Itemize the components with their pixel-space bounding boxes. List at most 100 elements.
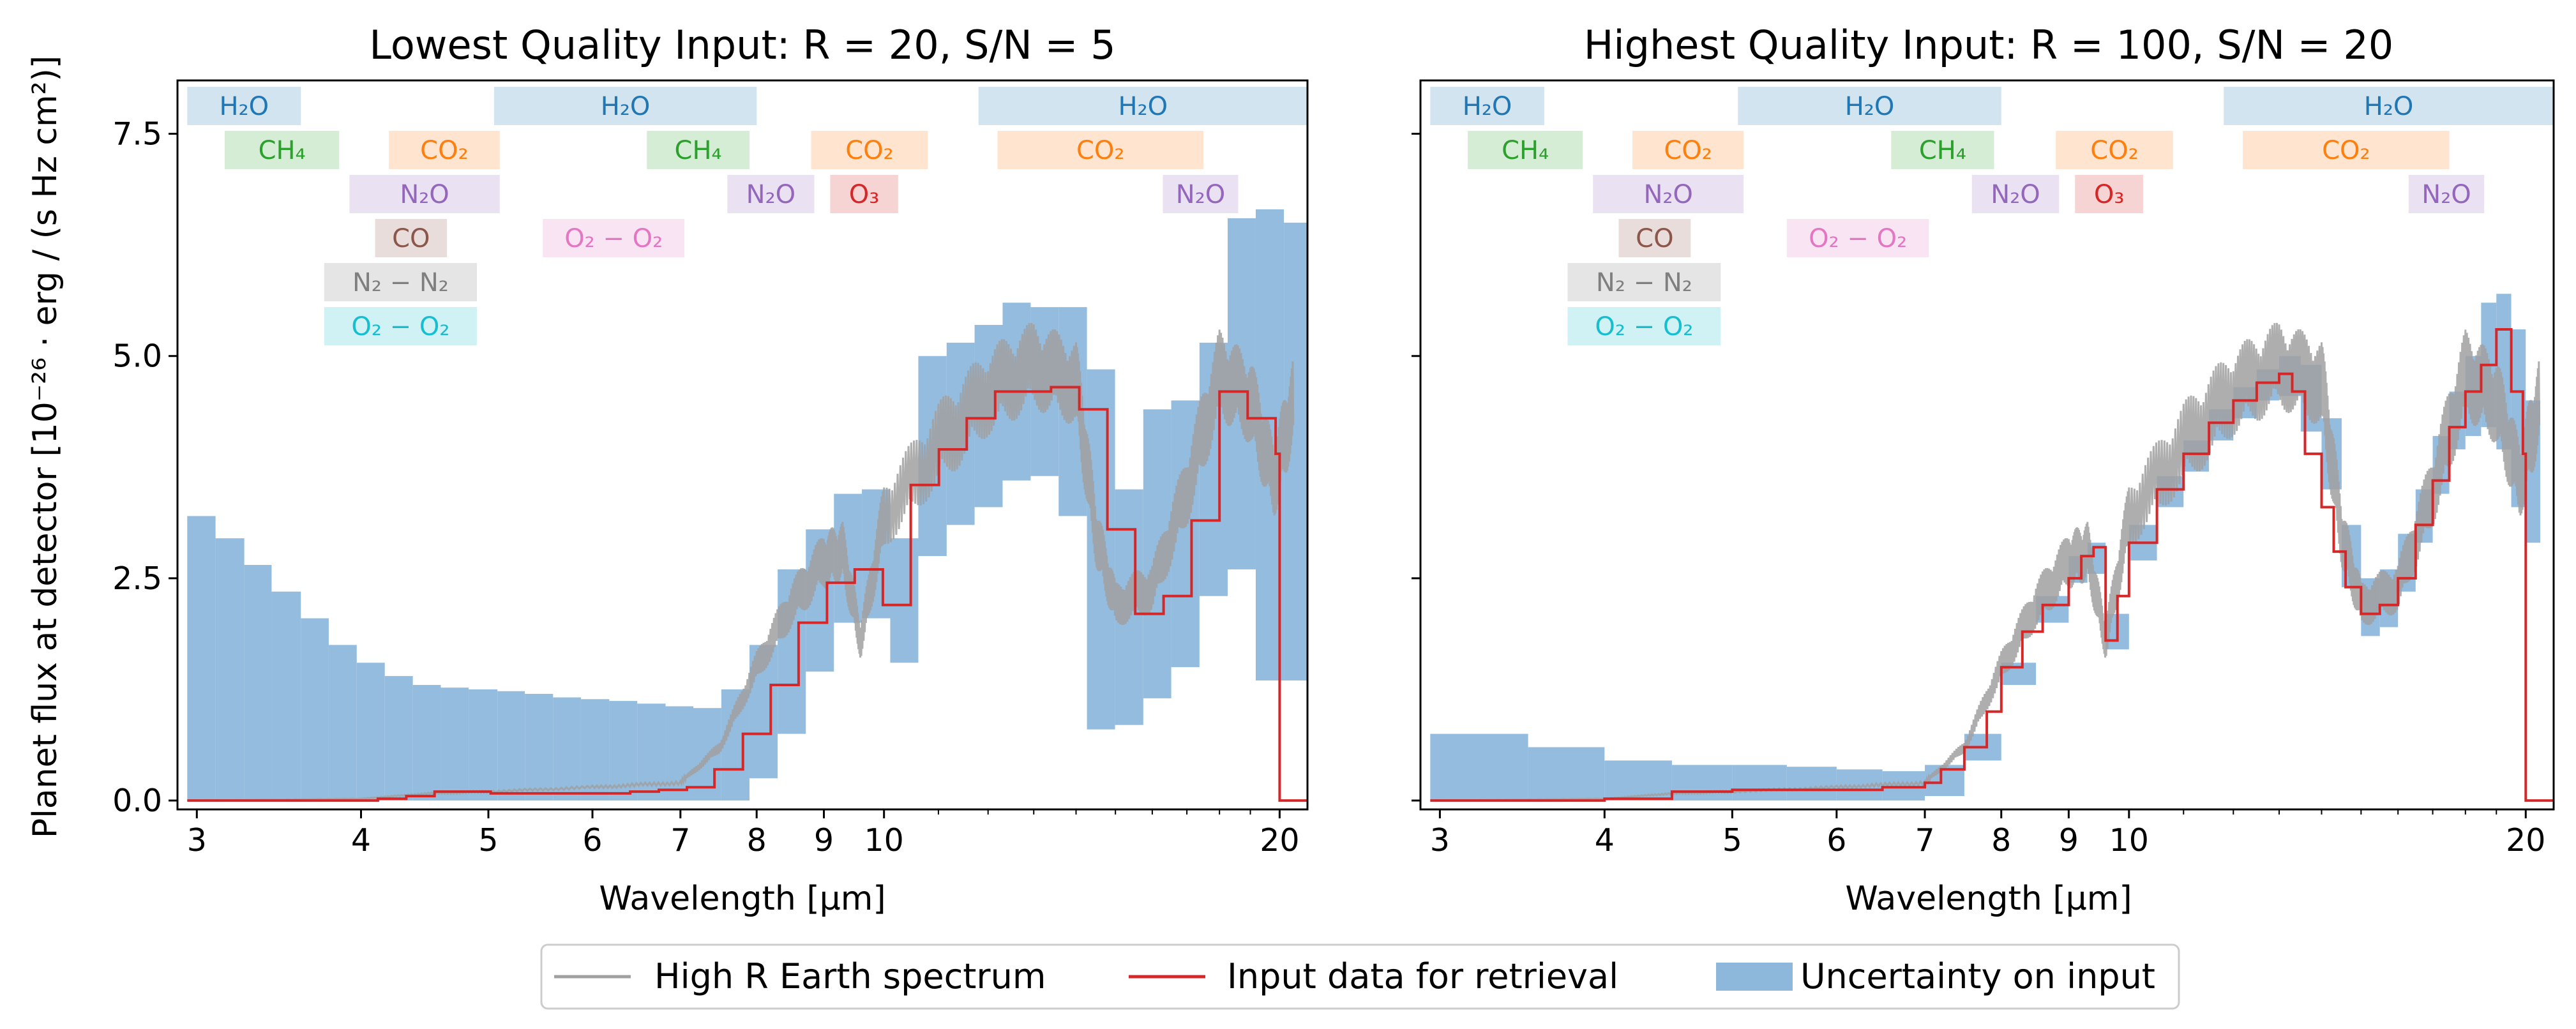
uncertainty-bin — [356, 663, 385, 801]
legend-label-input: Input data for retrieval — [1227, 956, 1618, 996]
uncertainty-bin — [553, 697, 581, 801]
molecule-band — [324, 307, 477, 345]
molecule-label: CH₄ — [675, 136, 722, 165]
panel-title: Highest Quality Input: R = 100, S/N = 20 — [1584, 22, 2393, 68]
x-tick-label: 9 — [814, 822, 834, 859]
molecule-label: CO₂ — [2322, 136, 2370, 165]
uncertainty-bin — [525, 693, 554, 801]
molecule-label: N₂O — [2422, 180, 2471, 209]
molecule-band — [1618, 219, 1691, 257]
uncertainty-bin — [1732, 765, 1787, 801]
molecule-band — [349, 175, 500, 213]
molecule-label: CO₂ — [1664, 136, 1712, 165]
molecule-band — [1738, 87, 2001, 125]
x-tick-label: 4 — [1595, 822, 1615, 859]
uncertainty-bin — [384, 676, 413, 801]
x-tick-label: 5 — [1722, 822, 1742, 859]
high-r-spectrum-line — [1440, 322, 2541, 802]
panel-highest-quality: Highest Quality Input: R = 100, S/N = 20… — [1412, 22, 2555, 918]
molecule-label: H₂O — [1463, 92, 1512, 121]
y-tick-label: 2.5 — [112, 560, 162, 597]
molecule-label: CO — [392, 224, 430, 253]
uncertainty-bin — [301, 618, 329, 801]
x-tick-label: 9 — [2059, 822, 2079, 859]
x-tick-label: 20 — [2506, 822, 2545, 859]
molecule-label: CO₂ — [420, 136, 468, 165]
x-tick-label: 3 — [187, 822, 207, 859]
x-tick-label: 8 — [1991, 822, 2011, 859]
molecule-band — [997, 131, 1203, 169]
x-tick-label: 6 — [582, 822, 602, 859]
panel-title: Lowest Quality Input: R = 20, S/N = 5 — [369, 22, 1115, 68]
molecule-band — [1567, 263, 1721, 301]
molecule-band — [1632, 131, 1744, 169]
x-tick-label: 7 — [670, 822, 690, 859]
uncertainty-bin — [1786, 767, 1837, 801]
molecule-label: N₂O — [1176, 180, 1225, 209]
x-tick-label: 3 — [1430, 822, 1450, 859]
molecule-band — [2224, 87, 2554, 125]
molecule-label: H₂O — [1119, 92, 1168, 121]
plot-clip-group: H₂O H₂O H₂O CH₄ CO₂ CH₄ CO₂ CO₂ N₂O N₂O O₃ N₂O CO O₂ … — [1430, 87, 2554, 802]
x-tick-label: 7 — [1915, 822, 1934, 859]
molecule-band — [2056, 131, 2173, 169]
plot-clip-group: H₂O H₂O H₂O CH₄ CO₂ CH₄ CO₂ CO₂ N₂O N₂O O₃ N₂O CO O₂ … — [187, 87, 1307, 802]
y-tick-label: 0.0 — [112, 783, 162, 819]
molecule-band — [2243, 131, 2450, 169]
legend-swatch-uncertainty — [1716, 963, 1793, 991]
molecule-label: O₃ — [2094, 180, 2125, 209]
x-tick-label: 20 — [1260, 822, 1299, 859]
legend-label-uncertainty: Uncertainty on input — [1800, 956, 2155, 996]
uncertainty-bin — [441, 687, 469, 801]
x-tick-label: 10 — [864, 822, 904, 859]
high-r-spectrum-line — [197, 322, 1295, 802]
uncertainty-bin — [469, 689, 498, 801]
x-tick-label: 5 — [478, 822, 498, 859]
molecule-band — [727, 175, 815, 213]
molecule-band — [1567, 307, 1721, 345]
molecule-band — [187, 87, 301, 125]
molecule-band — [978, 87, 1307, 125]
molecule-label: CO₂ — [1076, 136, 1124, 165]
molecule-label: N₂O — [746, 180, 795, 209]
molecule-label: CO₂ — [2090, 136, 2138, 165]
input-data-step-line — [187, 386, 1307, 802]
x-axis-label: Wavelength [μm] — [599, 880, 885, 918]
molecule-band — [1430, 87, 1544, 125]
plot-area: H₂O H₂O H₂O CH₄ CO₂ CH₄ CO₂ CO₂ N₂O N₂O O₃ N₂O CO O₂ … — [112, 79, 1309, 859]
molecule-label: N₂O — [1643, 180, 1692, 209]
molecule-label: CO — [1636, 224, 1673, 253]
x-tick-label: 4 — [351, 822, 371, 859]
uncertainty-bin — [1671, 765, 1733, 801]
plot-area: H₂O H₂O H₂O CH₄ CO₂ CH₄ CO₂ CO₂ N₂O N₂O O₃ N₂O CO O₂ … — [1412, 79, 2555, 859]
molecule-band — [1468, 131, 1583, 169]
molecule-band — [389, 131, 500, 169]
molecule-label: CO₂ — [845, 136, 893, 165]
molecule-band — [543, 219, 685, 257]
molecule-label: N₂O — [1991, 180, 2040, 209]
molecule-label: H₂O — [601, 92, 651, 121]
y-tick-label: 5.0 — [112, 338, 162, 375]
legend-frame — [540, 943, 2180, 1010]
molecule-label: O₂ − O₂ — [564, 224, 663, 253]
molecule-label: O₂ − O₂ — [1595, 312, 1693, 342]
uncertainty-bin — [1528, 747, 1605, 801]
molecule-band — [493, 87, 757, 125]
legend: High R Earth spectrum Input data for ret… — [540, 943, 2180, 1010]
molecule-band — [811, 131, 928, 169]
uncertainty-bin — [271, 591, 301, 801]
molecule-band — [224, 131, 340, 169]
x-tick-label: 10 — [2109, 822, 2149, 859]
uncertainty-bin — [497, 691, 525, 801]
molecule-label: H₂O — [1845, 92, 1895, 121]
molecule-label: N₂ − N₂ — [1596, 268, 1692, 297]
molecule-band — [1163, 175, 1239, 213]
uncertainty-bin — [890, 538, 919, 663]
molecule-band — [1971, 175, 2060, 213]
uncertainty-bin — [215, 538, 245, 801]
panel-lowest-quality: Lowest Quality Input: R = 20, S/N = 5 Wa… — [112, 22, 1309, 918]
molecule-label: H₂O — [219, 92, 269, 121]
molecule-label: O₂ − O₂ — [351, 312, 449, 342]
uncertainty-bin — [187, 516, 216, 801]
molecule-band — [2408, 175, 2485, 213]
